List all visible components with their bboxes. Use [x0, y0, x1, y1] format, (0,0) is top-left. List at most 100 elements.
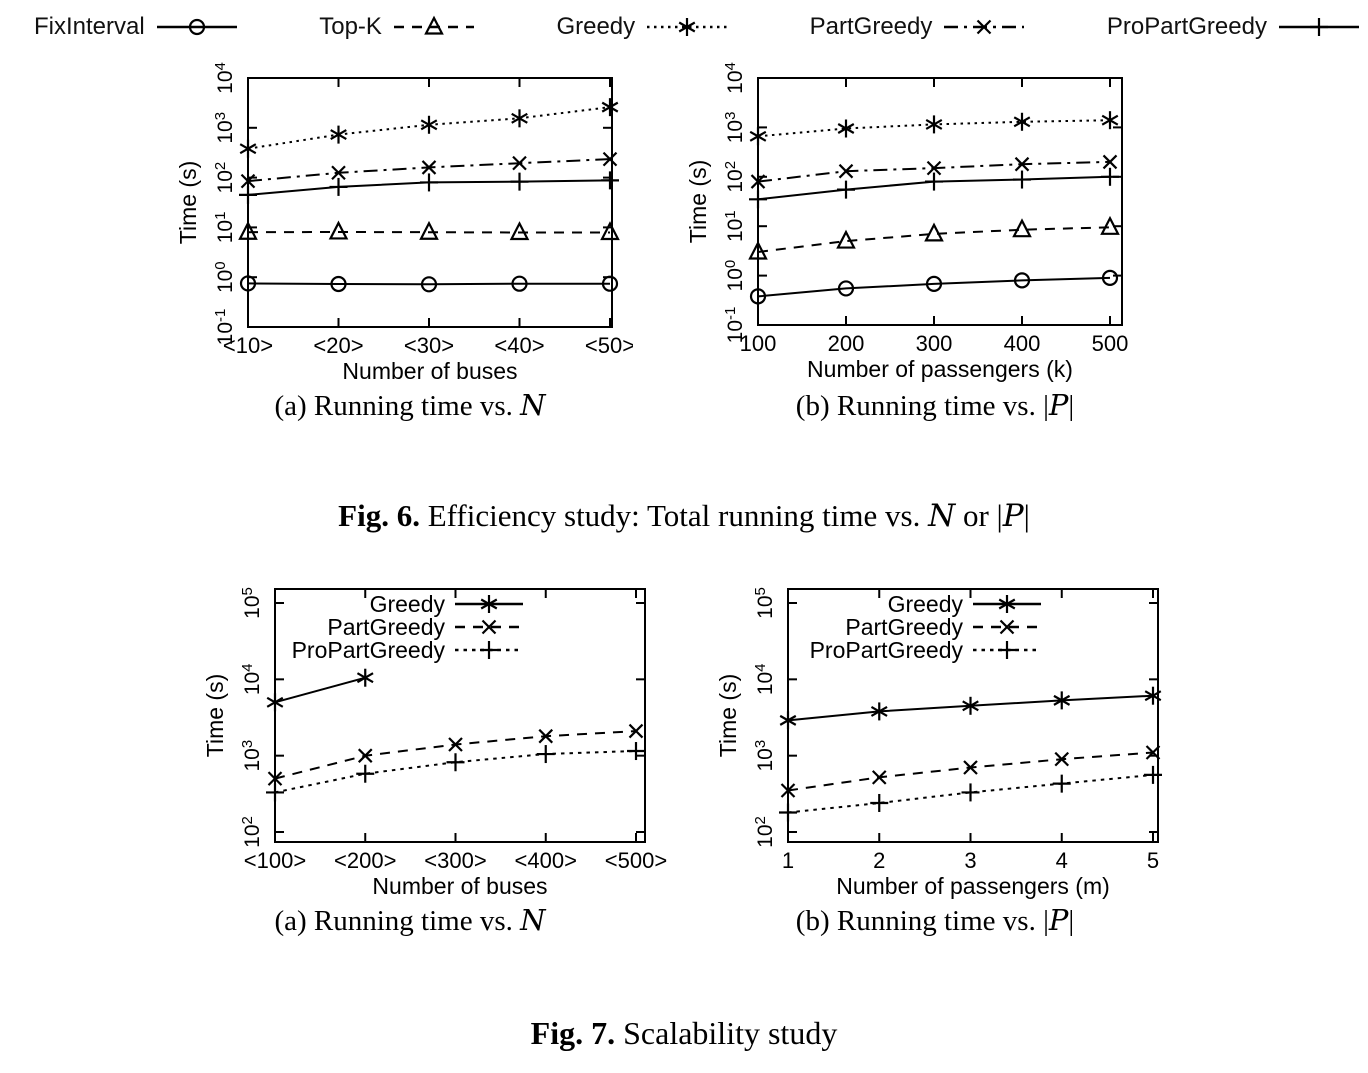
svg-text:10-1: 10-1 [722, 307, 747, 344]
caption-fig6a-math-n: N [520, 388, 546, 422]
svg-text:Number of buses: Number of buses [342, 358, 517, 384]
caption-fig7b-math-p: P [1048, 903, 1069, 937]
svg-text:Time (s): Time (s) [175, 161, 201, 244]
svg-text:<40>: <40> [494, 333, 544, 358]
x-line-icon [944, 19, 1025, 35]
svg-text:ProPartGreedy: ProPartGreedy [292, 637, 446, 663]
svg-text:Greedy: Greedy [370, 591, 446, 617]
svg-text:100: 100 [722, 260, 747, 292]
svg-text:<10>: <10> [223, 333, 273, 358]
figure7-caption: Fig. 7. Scalability study [0, 1015, 1368, 1052]
svg-text:ProPartGreedy: ProPartGreedy [810, 637, 964, 663]
figure6-math-n: N [928, 498, 956, 534]
caption-fig7a-text: (a) Running time vs. [274, 905, 521, 937]
top-legend-row: FixInterval Top-K Greedy PartGreedy ProP… [34, 6, 1362, 48]
svg-text:<400>: <400> [515, 848, 577, 873]
svg-text:Number of buses: Number of buses [372, 873, 547, 899]
svg-text:5: 5 [1147, 848, 1159, 873]
legend-label-propartgreedy: ProPartGreedy [1106, 13, 1267, 40]
svg-text:100: 100 [212, 261, 237, 293]
svg-text:104: 104 [722, 62, 747, 94]
svg-text:Number of passengers (m): Number of passengers (m) [836, 873, 1110, 899]
svg-text:10-1: 10-1 [212, 309, 237, 346]
svg-text:104: 104 [752, 663, 777, 695]
figure6-label: Fig. 6. [338, 498, 420, 533]
svg-text:500: 500 [1092, 331, 1129, 356]
caption-fig7a-math-n: N [520, 903, 546, 937]
svg-text:Number of passengers (k): Number of passengers (k) [807, 356, 1073, 382]
svg-text:<500>: <500> [605, 848, 667, 873]
legend-item-topk: Top-K [319, 12, 477, 42]
chart-fig6b-running-time-vs-passengers: 10-1 100 101 102 103 104 100 200 300 400 500 Number… [678, 60, 1143, 385]
svg-text:103: 103 [212, 112, 237, 144]
circle-line-icon [156, 18, 237, 36]
caption-fig6b-math-p: P [1048, 388, 1069, 422]
svg-text:101: 101 [722, 210, 747, 242]
figure6-text-1: Efficiency study: Total running time vs. [419, 498, 929, 533]
figure7-text: Scalability study [615, 1015, 838, 1051]
svg-text:Time (s): Time (s) [715, 674, 741, 757]
svg-text:105: 105 [239, 587, 264, 619]
caption-fig6b: (b) Running time vs. |P| [695, 388, 1175, 423]
svg-text:104: 104 [212, 62, 237, 94]
caption-fig6b-post: | [1068, 390, 1075, 422]
legend-item-propartgreedy: ProPartGreedy [1107, 12, 1362, 42]
svg-text:2: 2 [873, 848, 885, 873]
chart-fig7b-canvas: 102 103 104 105 1 2 3 4 5 Number of passengers (m… [715, 587, 1162, 899]
svg-text:PartGreedy: PartGreedy [327, 614, 445, 640]
svg-text:Time (s): Time (s) [685, 160, 711, 243]
svg-text:<100>: <100> [244, 848, 306, 873]
svg-text:4: 4 [1056, 848, 1068, 873]
svg-text:101: 101 [212, 212, 237, 244]
legend-label-partgreedy: PartGreedy [809, 13, 933, 40]
legend-label-greedy: Greedy [556, 13, 636, 40]
svg-text:105: 105 [752, 587, 777, 619]
legend-item-fixinterval: FixInterval [34, 12, 240, 42]
svg-text:<50>: <50> [585, 333, 633, 358]
figure6-math-p: P [1002, 498, 1024, 534]
svg-text:100: 100 [740, 331, 777, 356]
caption-fig6a-text: (a) Running time vs. [274, 390, 521, 422]
chart-fig7a-scalability-vs-buses: 102 103 104 105 <100> <200> <300> <400> <500> Num… [193, 570, 668, 902]
asterisk-line-icon [647, 18, 728, 36]
svg-text:Greedy: Greedy [888, 591, 964, 617]
figure7-label: Fig. 7. [530, 1015, 616, 1051]
svg-text:3: 3 [964, 848, 976, 873]
caption-fig7b-post: | [1068, 905, 1075, 937]
svg-text:103: 103 [239, 740, 264, 772]
svg-text:102: 102 [212, 162, 237, 194]
svg-text:103: 103 [722, 112, 747, 144]
svg-text:Time (s): Time (s) [202, 674, 228, 757]
svg-text:400: 400 [1004, 331, 1041, 356]
svg-text:<30>: <30> [404, 333, 454, 358]
svg-text:104: 104 [239, 663, 264, 695]
triangle-line-icon [393, 15, 474, 35]
svg-text:102: 102 [752, 816, 777, 848]
legend-label-fixinterval: FixInterval [34, 13, 145, 40]
plus-line-icon [1278, 18, 1359, 36]
legend-item-greedy: Greedy [556, 12, 730, 42]
caption-fig7a: (a) Running time vs. N [175, 903, 645, 938]
svg-text:PartGreedy: PartGreedy [845, 614, 963, 640]
caption-fig7b-text: (b) Running time vs. | [795, 905, 1049, 937]
svg-text:102: 102 [239, 816, 264, 848]
chart-fig7a-canvas: 102 103 104 105 <100> <200> <300> <400> <500> Num… [202, 587, 667, 899]
chart-fig6a-running-time-vs-buses: 10-1 100 101 102 103 104 <10> <20> <30> <40> <50> N… [168, 60, 633, 385]
caption-fig6a: (a) Running time vs. N [175, 388, 645, 423]
svg-text:102: 102 [722, 161, 747, 193]
svg-text:<20>: <20> [313, 333, 363, 358]
svg-text:103: 103 [752, 740, 777, 772]
figure6-text-2: or | [955, 498, 1003, 533]
svg-text:1: 1 [782, 848, 794, 873]
figure6-text-3: | [1023, 498, 1030, 533]
caption-fig6b-text: (b) Running time vs. | [795, 390, 1049, 422]
svg-text:200: 200 [828, 331, 865, 356]
legend-label-topk: Top-K [319, 13, 382, 40]
caption-fig7b: (b) Running time vs. |P| [695, 903, 1175, 938]
chart-fig6a-canvas: 10-1 100 101 102 103 104 <10> <20> <30> <40> <50> N… [175, 62, 633, 384]
chart-fig7b-scalability-vs-passengers: 102 103 104 105 1 2 3 4 5 Number of passengers (m… [706, 570, 1181, 902]
svg-text:300: 300 [916, 331, 953, 356]
svg-text:<200>: <200> [334, 848, 396, 873]
